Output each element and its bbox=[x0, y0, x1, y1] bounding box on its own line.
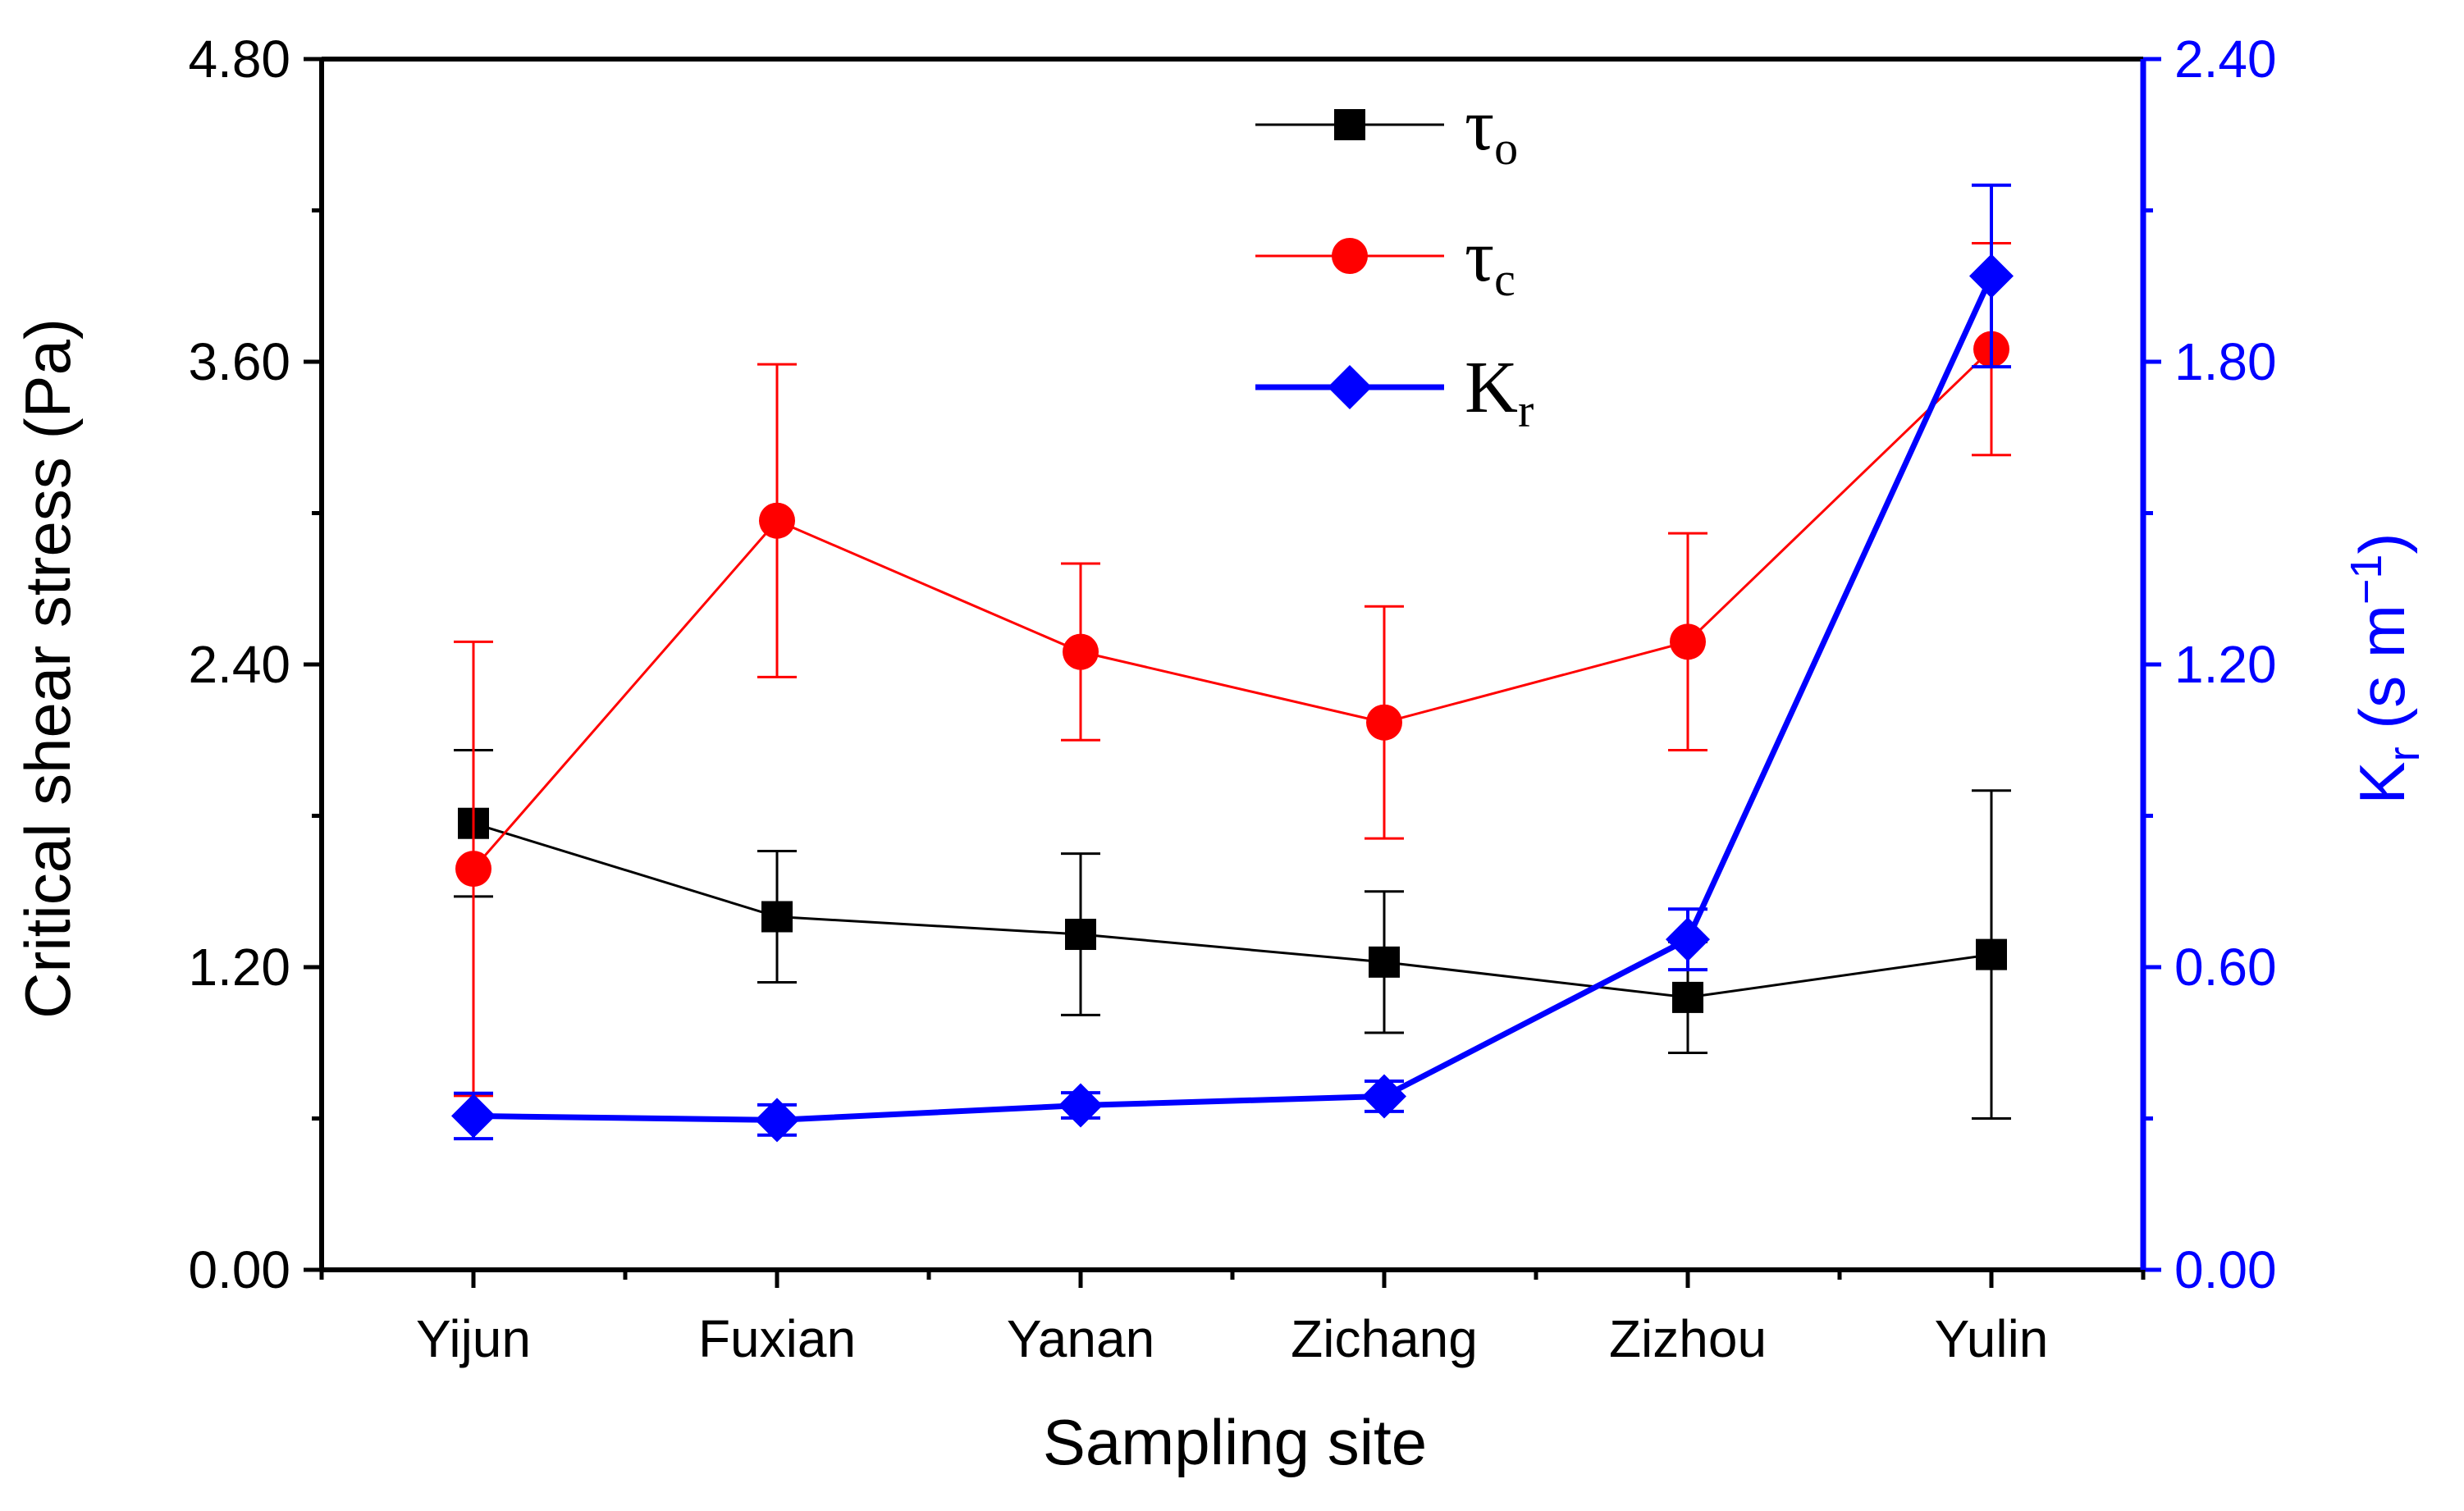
data-point bbox=[1969, 253, 2014, 299]
right-tick-label: 0.00 bbox=[2174, 1240, 2277, 1299]
right-axis-title-main: K bbox=[2346, 761, 2418, 804]
data-point bbox=[1670, 623, 1706, 660]
data-point bbox=[761, 901, 793, 933]
series-line bbox=[473, 274, 1995, 1123]
data-point bbox=[1976, 938, 2007, 970]
left-y-axis-title: Critical shear stress (Pa) bbox=[11, 318, 84, 1019]
axes: 0.00 1.20 2.40 3.60 4.80 0.00 0.60 1.20 1.80 2.40… bbox=[188, 30, 2276, 1368]
legend-marker bbox=[1334, 109, 1365, 140]
left-tick-label: 2.40 bbox=[188, 635, 290, 694]
legend-marker bbox=[1328, 365, 1372, 409]
legend-item-r: Kr bbox=[1255, 347, 1534, 437]
data-point bbox=[755, 1098, 799, 1143]
legend-label: Kr bbox=[1465, 347, 1534, 437]
legend-marker bbox=[1332, 238, 1368, 274]
legend-item-o: τo bbox=[1255, 84, 1518, 175]
data-point bbox=[759, 502, 795, 539]
right-tick-label: 1.80 bbox=[2174, 332, 2277, 391]
series-line bbox=[473, 822, 1992, 999]
data-point bbox=[451, 1093, 496, 1139]
x-axis-title: Sampling site bbox=[1043, 1406, 1427, 1478]
x-tick-label: Zizhou bbox=[1609, 1309, 1767, 1368]
left-tick-label: 4.80 bbox=[188, 30, 290, 89]
data-point bbox=[455, 851, 491, 888]
x-tick-label: Fuxian bbox=[698, 1309, 856, 1368]
series-c bbox=[454, 241, 2011, 1098]
series-o bbox=[454, 749, 2011, 1120]
legend: τo τc Kr bbox=[1255, 84, 1534, 437]
x-tick-label: Yulin bbox=[1935, 1309, 2049, 1368]
legend-label: τc bbox=[1465, 216, 1515, 306]
right-y-axis-title: Kr (s m−1) bbox=[2342, 533, 2429, 805]
right-axis-title-close: ) bbox=[2346, 533, 2418, 555]
data-point bbox=[1063, 633, 1099, 670]
series-line bbox=[472, 348, 1993, 870]
right-tick-label: 1.20 bbox=[2174, 635, 2277, 694]
left-tick-label: 0.00 bbox=[188, 1240, 290, 1299]
data-point bbox=[1362, 1074, 1406, 1119]
series-r bbox=[451, 183, 2014, 1143]
right-axis-title-sub: r bbox=[2379, 746, 2429, 761]
right-axis-title-rest: (s m bbox=[2346, 605, 2418, 746]
x-tick-label: Yanan bbox=[1007, 1309, 1154, 1368]
legend-label: τo bbox=[1465, 84, 1518, 175]
data-point bbox=[1672, 981, 1703, 1013]
left-tick-label: 3.60 bbox=[188, 332, 290, 391]
series-layer bbox=[451, 183, 2014, 1143]
legend-item-c: τc bbox=[1255, 216, 1515, 306]
data-point bbox=[1666, 917, 1710, 962]
data-point bbox=[1065, 919, 1096, 951]
data-point bbox=[1058, 1083, 1103, 1128]
left-tick-label: 1.20 bbox=[188, 938, 290, 997]
right-axis-title-sup: −1 bbox=[2342, 555, 2391, 605]
data-point bbox=[1366, 704, 1402, 741]
right-tick-label: 2.40 bbox=[2174, 30, 2277, 89]
data-point bbox=[1369, 946, 1400, 978]
right-tick-label: 0.60 bbox=[2174, 938, 2277, 997]
x-tick-label: Yijun bbox=[416, 1309, 531, 1368]
x-tick-label: Zichang bbox=[1291, 1309, 1478, 1368]
